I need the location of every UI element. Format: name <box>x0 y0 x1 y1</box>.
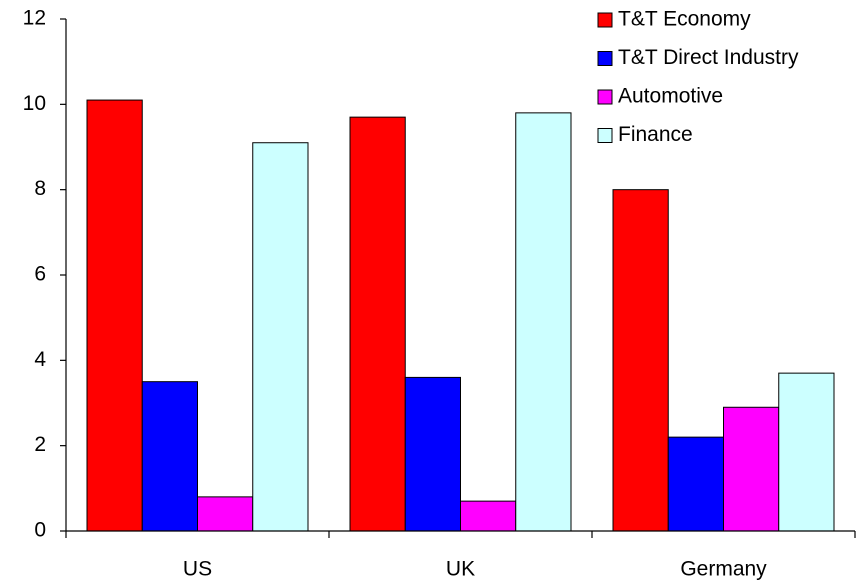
bar <box>141 381 198 532</box>
y-tick-label: 6 <box>34 263 46 286</box>
bar <box>667 436 724 532</box>
legend-swatch <box>597 51 613 66</box>
legend-swatch <box>597 128 613 143</box>
y-tick-label: 2 <box>34 433 46 456</box>
legend-label: Automotive <box>618 85 723 108</box>
x-tick-label: US <box>183 558 212 581</box>
bar <box>460 500 517 532</box>
bar <box>197 496 254 532</box>
bar <box>515 112 572 532</box>
legend-swatch <box>597 89 613 105</box>
y-tick-label: 4 <box>34 348 46 371</box>
bar <box>349 116 406 532</box>
y-tick-label: 12 <box>23 7 46 30</box>
bar <box>778 372 835 532</box>
legend-swatch <box>597 12 613 28</box>
bar <box>723 406 780 532</box>
x-tick-label: UK <box>446 558 475 581</box>
bar <box>252 142 309 532</box>
bar <box>612 189 669 532</box>
legend-label: T&T Direct Industry <box>618 46 799 69</box>
x-tick-label: Germany <box>680 558 767 581</box>
y-tick-label: 8 <box>34 177 46 200</box>
legend-label: T&T Economy <box>618 8 751 31</box>
bar <box>404 376 461 532</box>
y-tick-label: 10 <box>23 92 46 115</box>
legend-label: Finance <box>618 123 693 146</box>
bar <box>86 99 143 532</box>
y-tick-label: 0 <box>34 519 46 542</box>
